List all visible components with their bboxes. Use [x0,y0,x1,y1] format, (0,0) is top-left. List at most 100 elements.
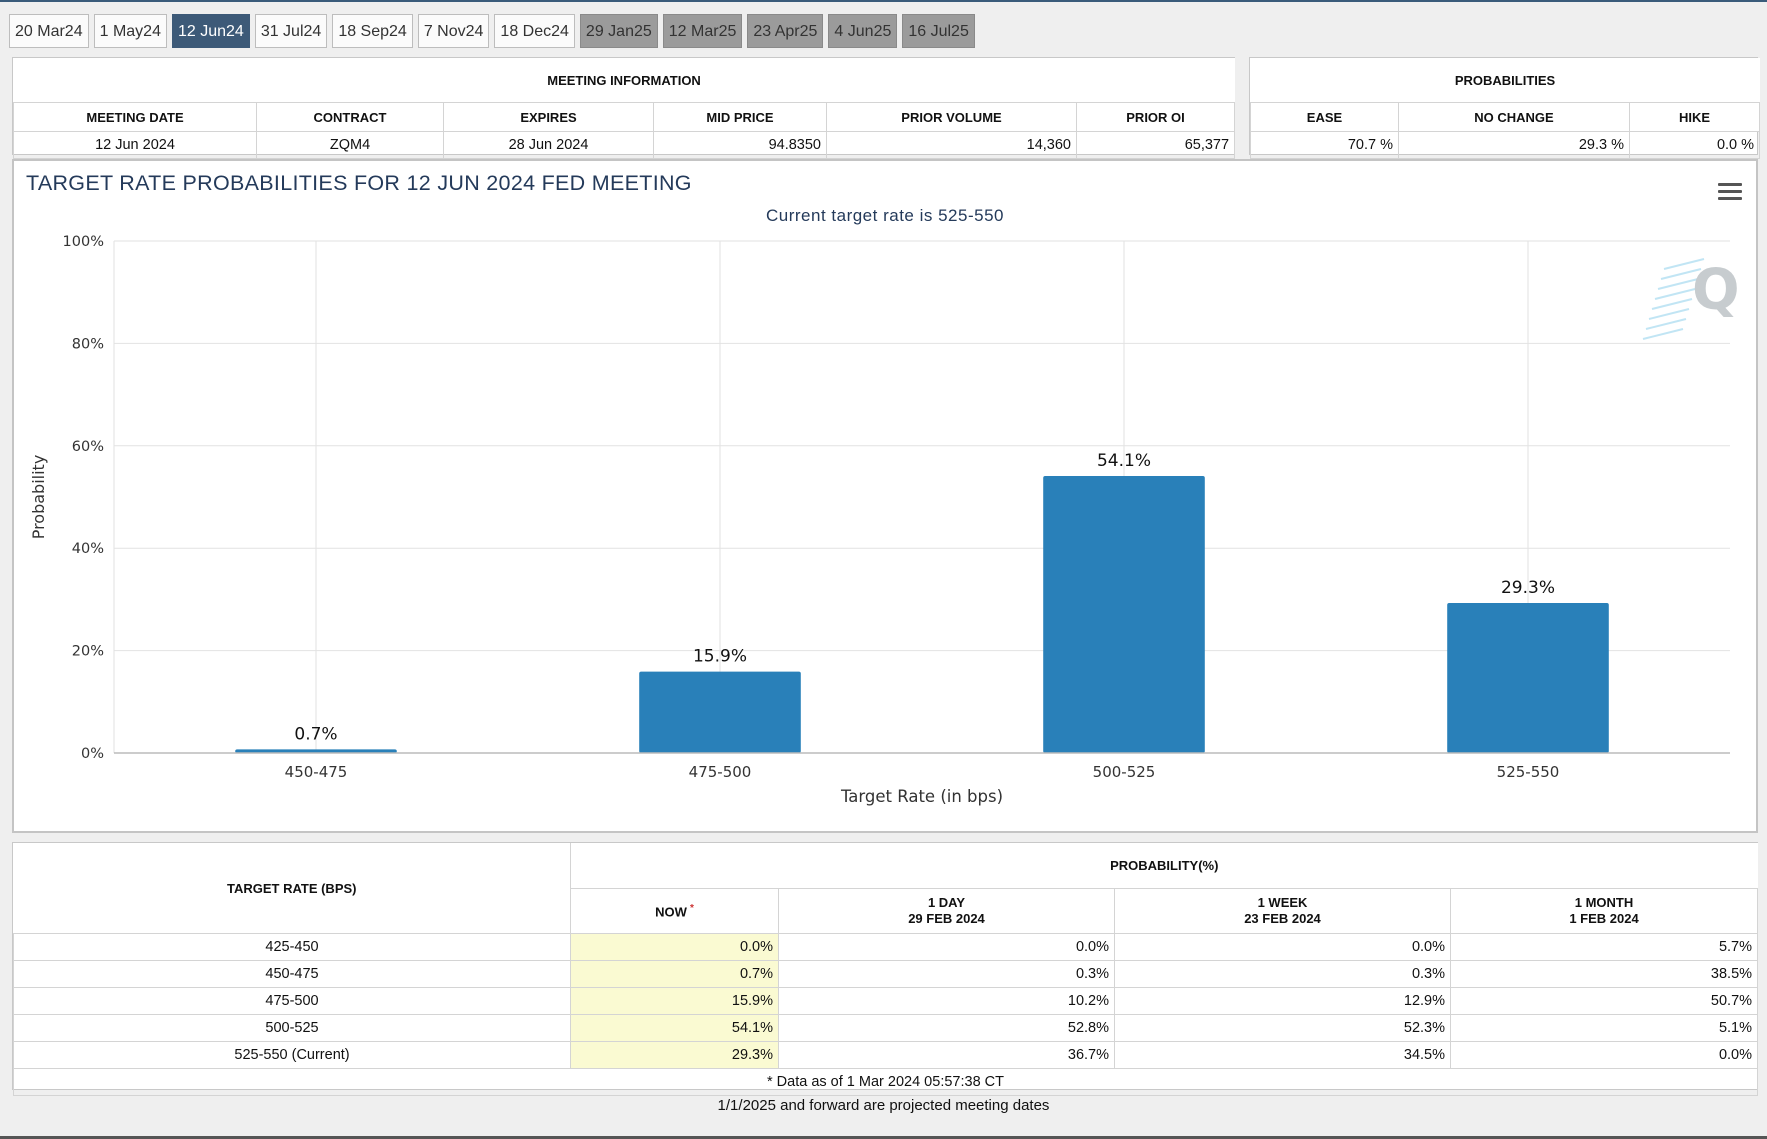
meeting-info-value: 28 Jun 2024 [443,131,654,159]
one-week-probability-cell: 12.9% [1114,987,1451,1015]
column-header-line1: 1 WEEK [1257,895,1308,910]
tab-29-jan25[interactable]: 29 Jan25 [579,14,658,48]
column-header-line1: NOW [655,904,687,920]
tab-20-mar24[interactable]: 20 Mar24 [9,14,89,48]
chart-title: TARGET RATE PROBABILITIES FOR 12 JUN 202… [26,171,692,195]
meeting-info-header: PRIOR VOLUME [826,102,1077,132]
target-rate-cell: 450-475 [13,960,571,988]
one-week-probability-cell: 0.3% [1114,960,1451,988]
probability-value: 29.3 % [1398,131,1630,159]
table-row: 450-475 0.7% 0.3% 0.3% 38.5% [13,960,1759,988]
tab-23-apr25[interactable]: 23 Apr25 [747,14,824,48]
tab-31-jul24[interactable]: 31 Jul24 [254,14,328,48]
one-week-probability-cell: 0.0% [1114,933,1451,961]
meeting-info-value: 65,377 [1075,131,1236,159]
column-header-line1: 1 DAY [927,895,966,910]
now-probability-cell: 0.7% [570,960,779,988]
one-month-probability-cell: 5.1% [1449,1014,1759,1042]
now-probability-cell: 54.1% [570,1014,779,1042]
meeting-information-table: MEETING INFORMATION MEETING DATE CONTRACT… [13,58,1236,159]
probability-column-header: 1 WEEK 23 FEB 2024 [1114,888,1451,934]
tab-12-mar25[interactable]: 12 Mar25 [662,14,743,48]
table-row: 425-450 0.0% 0.0% 0.0% 5.7% [13,933,1759,961]
top-border [0,0,1767,2]
one-month-probability-cell: 0.0% [1449,1041,1759,1069]
meeting-date-tabs: 20 Mar24 1 May24 12 Jun24 31 Jul24 18 Sep24 7… [9,14,975,48]
one-week-probability-cell: 34.5% [1114,1041,1451,1069]
y-tick-label: 40% [72,541,104,557]
y-tick-label: 60% [72,439,104,455]
probability-column-header: 1 DAY 29 FEB 2024 [778,888,1115,934]
tab-7-nov24[interactable]: 7 Nov24 [417,14,490,48]
one-month-probability-cell: 50.7% [1449,987,1759,1015]
one-day-probability-cell: 0.3% [778,960,1115,988]
one-week-probability-cell: 52.3% [1114,1014,1451,1042]
projected-dates-footnote: 1/1/2025 and forward are projected meeti… [717,1097,1050,1114]
column-header-line1: 1 MONTH [1574,895,1634,910]
x-tick-label: 450-475 [285,763,348,781]
bar-data-label: 54.1% [1097,451,1151,471]
x-tick-label: 500-525 [1093,763,1156,781]
one-month-probability-cell: 38.5% [1449,960,1759,988]
probability-history-panel: TARGET RATE (BPS) PROBABILITY(%) NOW * 1 D… [12,842,1759,1096]
tab-18-dec24[interactable]: 18 Dec24 [494,14,575,48]
probability-header: HIKE [1628,102,1761,132]
meeting-info-header: MEETING DATE [13,102,257,132]
bar-525-550[interactable] [1447,602,1609,753]
bar-475-500[interactable] [639,671,801,753]
table-row: 475-500 15.9% 10.2% 12.9% 50.7% [13,987,1759,1015]
meeting-info-header: CONTRACT [256,102,444,132]
probability-value: 70.7 % [1250,131,1399,159]
meeting-info-value: 94.8350 [653,131,827,159]
probability-column-header: NOW * [570,888,779,934]
y-axis-title: Probability [29,455,48,540]
x-tick-label: 525-550 [1497,763,1560,781]
meeting-info-header: EXPIRES [443,102,654,132]
chart-menu-icon[interactable] [1718,183,1742,201]
tab-4-jun25[interactable]: 4 Jun25 [828,14,898,48]
tab-12-jun24[interactable]: 12 Jun24 [171,14,250,48]
now-probability-cell: 15.9% [570,987,779,1015]
bottom-border [0,1136,1767,1139]
probabilities-table: PROBABILITIES EASE NO CHANGE HIKE 70.7 % 29… [1250,58,1761,159]
y-tick-label: 80% [72,336,104,352]
bar-chart: 0% 20% 40% 60% 80% 100% 0.7% 450-475 15.9% 475-50… [29,234,1740,806]
tab-16-jul25[interactable]: 16 Jul25 [902,14,975,48]
bar-450-475[interactable] [235,749,397,753]
now-probability-cell: 29.3% [570,1041,779,1069]
meeting-info-value: 12 Jun 2024 [13,131,257,159]
bar-500-525[interactable] [1043,476,1205,753]
probability-group-header: PROBABILITY(%) [569,843,1758,889]
target-rate-header: TARGET RATE (BPS) [13,843,571,934]
one-day-probability-cell: 52.8% [778,1014,1115,1042]
meeting-info-header: MID PRICE [653,102,827,132]
tab-1-may24[interactable]: 1 May24 [93,14,167,48]
column-header-line2: 29 FEB 2024 [908,911,985,926]
probability-column-header: 1 MONTH 1 FEB 2024 [1449,888,1759,934]
target-rate-cell: 525-550 (Current) [13,1041,571,1069]
probabilities-panel: PROBABILITIES EASE NO CHANGE HIKE 70.7 % 29… [1249,57,1761,159]
tab-18-sep24[interactable]: 18 Sep24 [332,14,413,48]
table-row: 525-550 (Current) 29.3% 36.7% 34.5% 0.0% [13,1041,1759,1069]
watermark-logo: Q [1642,258,1740,340]
bar-data-label: 15.9% [693,647,747,667]
meeting-info-value: ZQM4 [256,131,444,159]
probability-header: EASE [1250,102,1399,132]
column-header-line2: 1 FEB 2024 [1569,911,1639,926]
meeting-information-title: MEETING INFORMATION [13,58,1235,103]
svg-text:Q: Q [1692,258,1740,323]
column-header-line2: 23 FEB 2024 [1244,911,1321,926]
target-rate-cell: 475-500 [13,987,571,1015]
one-day-probability-cell: 0.0% [778,933,1115,961]
now-probability-cell: 0.0% [570,933,779,961]
bar-data-label: 29.3% [1501,578,1555,598]
meeting-information-panel: MEETING INFORMATION MEETING DATE CONTRACT… [12,57,1236,159]
now-asterisk: * [689,903,694,915]
one-day-probability-cell: 36.7% [778,1041,1115,1069]
meeting-info-header: PRIOR OI [1075,102,1236,132]
one-day-probability-cell: 10.2% [778,987,1115,1015]
meeting-info-value: 14,360 [826,131,1077,159]
y-tick-label: 20% [72,644,104,660]
x-axis-title: Target Rate (in bps) [840,787,1003,806]
chart-subtitle: Current target rate is 525-550 [765,206,1004,225]
